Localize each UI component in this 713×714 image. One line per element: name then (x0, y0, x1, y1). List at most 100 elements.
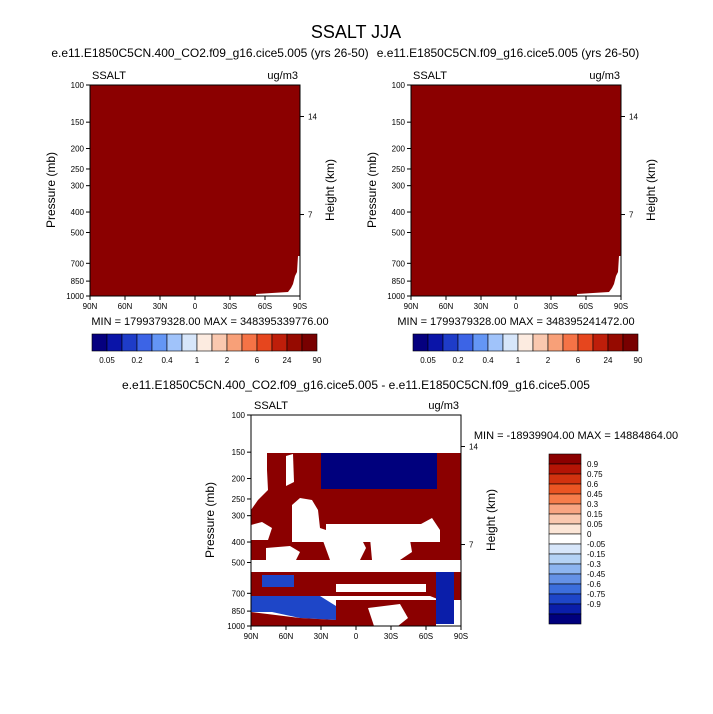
panel-3-height-axis: 14 7 (461, 442, 478, 550)
panel-3-field (251, 453, 461, 626)
colorbar-box (241, 333, 258, 352)
colorbar-label: 90 (313, 356, 322, 365)
colorbar-box (577, 333, 594, 352)
colorbar-box (256, 333, 273, 352)
colorbar-label: 0.4 (482, 356, 494, 365)
y-tick-label: 200 (232, 475, 246, 484)
y-tick-label: 150 (392, 118, 406, 127)
panel-2-x-axis: 90N 60N 30N 0 30S 60S 90S (404, 296, 628, 311)
y-tick-label: 500 (232, 558, 246, 567)
colorbar-label: 0.05 (99, 356, 115, 365)
diff-band-lower-white (336, 584, 426, 592)
x-tick-label: 90N (404, 302, 419, 311)
colorbar-box (562, 333, 579, 352)
colorbar-box (548, 463, 582, 475)
x-tick-label: 90N (83, 302, 98, 311)
colorbar-label: 90 (634, 356, 643, 365)
colorbar-box (412, 333, 429, 352)
colorbar-box (548, 613, 582, 625)
colorbar-label: 0.75 (587, 470, 603, 479)
colorbar-box (548, 573, 582, 585)
panel-1-y-axis: 100 150 200 250 300 400 500 700 850 1000 (66, 81, 90, 301)
colorbar-box (151, 333, 168, 352)
colorbar-box (286, 333, 303, 352)
diff-hole-5 (370, 536, 412, 560)
y-tick-label: 400 (71, 208, 85, 217)
y-tick-label: 150 (71, 118, 85, 127)
colorbar-box (442, 333, 459, 352)
panel-1: e.e11.E1850C5CN.400_CO2.f09_g16.cice5.00… (44, 46, 369, 365)
colorbar-label: 0.05 (587, 520, 603, 529)
colorbar-label: -0.3 (587, 560, 601, 569)
y-tick-label: 100 (392, 81, 406, 90)
height-tick-label: 14 (629, 112, 638, 121)
colorbar-label: 0.4 (161, 356, 173, 365)
y-tick-label: 100 (71, 81, 85, 90)
y-tick-label: 100 (232, 411, 246, 420)
colorbar-box (548, 603, 582, 615)
panel-2-stats: MIN = 1799379328.00 MAX = 348395241472.0… (397, 316, 634, 328)
panel-3-ylabel: Pressure (mb) (203, 482, 217, 558)
panel-1-field (90, 85, 300, 296)
colorbar-box (106, 333, 123, 352)
panel-2-height-axis: 14 7 (621, 112, 638, 220)
y-tick-label: 300 (392, 182, 406, 191)
colorbar-label: -0.05 (587, 540, 606, 549)
colorbar-box (91, 333, 108, 352)
colorbar-box (211, 333, 228, 352)
x-tick-label: 60S (579, 302, 593, 311)
panel-2-blank-edge (577, 256, 621, 296)
colorbar-label: 0.2 (452, 356, 464, 365)
y-tick-label: 300 (71, 182, 85, 191)
diff-hole-lower (368, 604, 408, 626)
colorbar-box (547, 333, 564, 352)
x-tick-label: 90S (614, 302, 628, 311)
colorbar-label: 0.6 (587, 480, 599, 489)
colorbar-label: 24 (283, 356, 292, 365)
x-tick-label: 60N (439, 302, 454, 311)
panel-1-title: e.e11.E1850C5CN.400_CO2.f09_g16.cice5.00… (51, 46, 368, 60)
y-tick-label: 1000 (227, 622, 245, 631)
colorbar-label: 1 (195, 356, 200, 365)
panel-2-title: e.e11.E1850C5CN.f09_g16.cice5.005 (yrs 2… (377, 46, 640, 60)
y-tick-label: 200 (71, 145, 85, 154)
panel-3-units: ug/m3 (428, 400, 459, 412)
height-tick-label: 7 (469, 541, 474, 550)
colorbar-box (548, 553, 582, 565)
panel-1-units: ug/m3 (267, 70, 298, 82)
x-tick-label: 30N (153, 302, 168, 311)
colorbar-box (226, 333, 243, 352)
diff-region-negative-top (321, 453, 437, 489)
colorbar-box (548, 513, 582, 525)
panel-3-colorbar: 0.90.750.60.450.30.150.050-0.05-0.15-0.3… (548, 453, 606, 625)
diff-hole-2 (292, 498, 440, 542)
panel-3-title: e.e11.E1850C5CN.400_CO2.f09_g16.cice5.00… (122, 378, 590, 392)
x-tick-label: 0 (354, 632, 359, 641)
colorbar-box (548, 483, 582, 495)
colorbar-label: 0.45 (587, 490, 603, 499)
x-tick-label: 30S (384, 632, 398, 641)
diff-region-negative-mid-2 (436, 572, 454, 624)
panel-2-units: ug/m3 (589, 70, 620, 82)
x-tick-label: 90S (454, 632, 468, 641)
colorbar-label: 0.2 (131, 356, 143, 365)
colorbar-box (548, 583, 582, 595)
colorbar-box (548, 543, 582, 555)
panel-1-right-label: Height (km) (323, 159, 337, 221)
colorbar-label: -0.75 (587, 590, 606, 599)
y-tick-label: 500 (392, 228, 406, 237)
height-tick-label: 14 (469, 442, 478, 451)
colorbar-box (181, 333, 198, 352)
y-tick-label: 300 (232, 512, 246, 521)
colorbar-box (472, 333, 489, 352)
colorbar-box (548, 523, 582, 535)
colorbar-box (166, 333, 183, 352)
panel-3: e.e11.E1850C5CN.400_CO2.f09_g16.cice5.00… (122, 378, 678, 641)
colorbar-label: 2 (225, 356, 230, 365)
colorbar-label: -0.15 (587, 550, 606, 559)
x-tick-label: 60S (419, 632, 433, 641)
panel-1-stats: MIN = 1799379328.00 MAX = 348395339776.0… (91, 316, 328, 328)
y-tick-label: 1000 (66, 292, 84, 301)
y-tick-label: 400 (232, 538, 246, 547)
panel-1-colorbar: 0.05 0.2 0.4 1 2 6 24 90 (91, 333, 322, 365)
